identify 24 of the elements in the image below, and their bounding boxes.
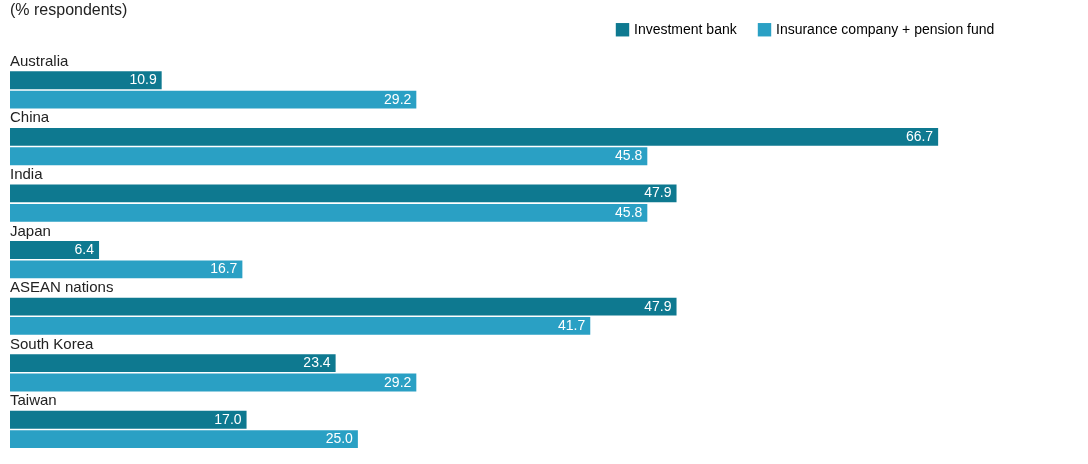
data-label: 47.9 bbox=[644, 297, 672, 314]
y-tick-label: South Korea bbox=[10, 334, 95, 352]
data-label: 6.4 bbox=[74, 241, 95, 257]
data-label: 47.9 bbox=[644, 184, 672, 201]
data-label: 41.7 bbox=[558, 316, 586, 333]
y-tick-label: Japan bbox=[10, 221, 51, 239]
data-label: 16.7 bbox=[210, 260, 238, 277]
data-label: 45.8 bbox=[615, 203, 643, 220]
data-label: 25.0 bbox=[325, 430, 354, 447]
y-tick-label: ASEAN nations bbox=[10, 278, 114, 296]
chart-subtitle: (% respondents) bbox=[10, 1, 128, 18]
y-tick-label: Taiwan bbox=[10, 391, 57, 409]
y-tick-label: India bbox=[10, 165, 44, 183]
data-label: 45.8 bbox=[615, 147, 643, 164]
y-tick-label: Australia bbox=[10, 51, 70, 69]
data-label: 10.9 bbox=[129, 71, 157, 88]
legend-label: Insurance company + pension fund bbox=[776, 20, 995, 37]
data-label: 29.2 bbox=[384, 373, 412, 390]
data-label: 66.7 bbox=[905, 127, 934, 144]
legend-label: Investment bank bbox=[634, 20, 738, 37]
data-label: 29.2 bbox=[384, 90, 412, 107]
data-label: 17.0 bbox=[214, 410, 242, 427]
y-tick-label: China bbox=[10, 108, 50, 126]
data-label: 23.4 bbox=[303, 354, 331, 371]
